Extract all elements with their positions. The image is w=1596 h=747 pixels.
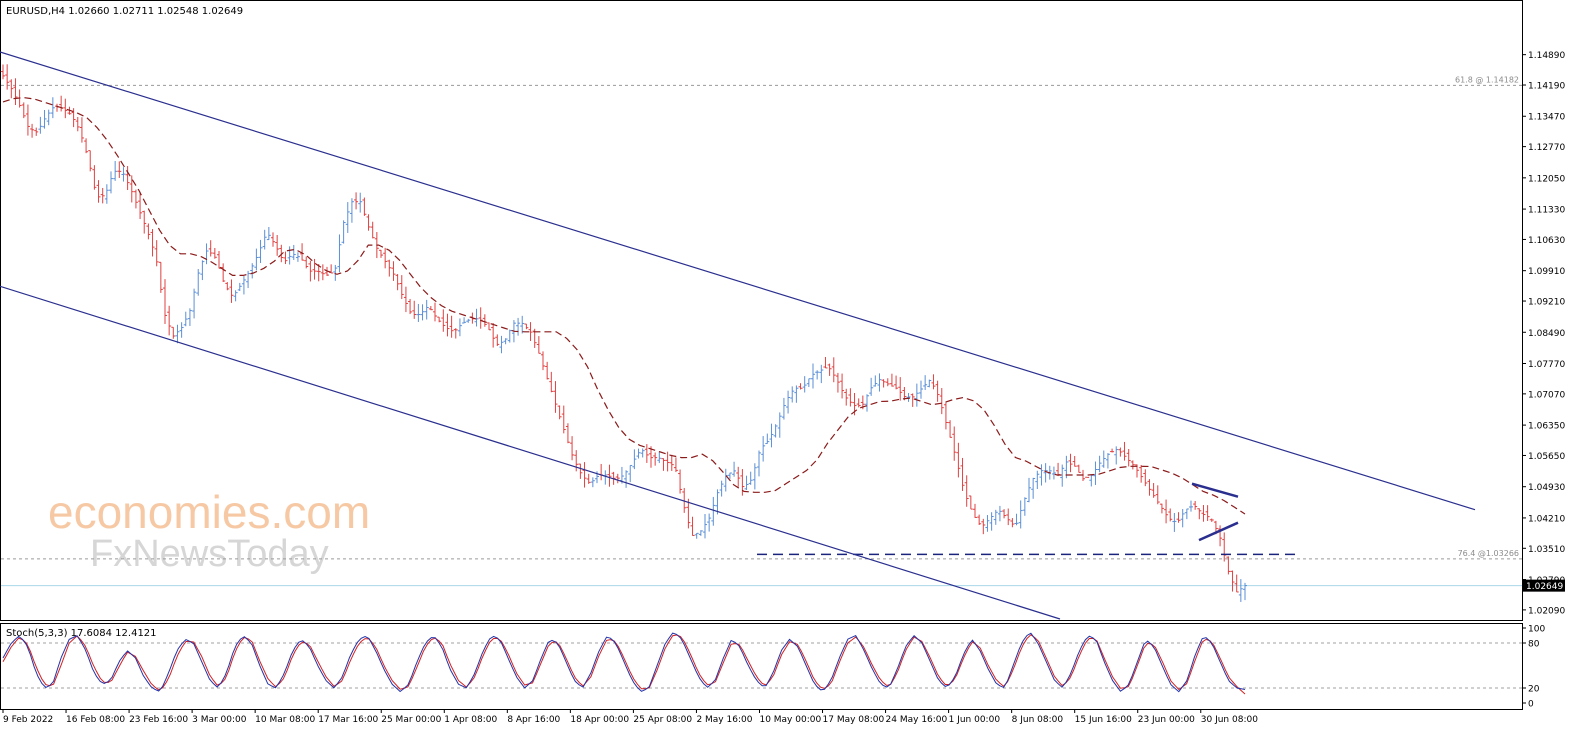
time-tick-label: 3 Mar 00:00: [192, 715, 247, 725]
channel-upper-line: [0, 51, 1476, 511]
price-tick-label: 1.09910: [1528, 267, 1565, 277]
time-tick-label: 8 Jun 08:00: [1012, 715, 1064, 725]
price-tick-label: 1.08490: [1528, 329, 1565, 339]
time-tick-label: 17 Mar 16:00: [318, 715, 378, 725]
price-tick-label: 1.12050: [1528, 174, 1565, 184]
time-tick-label: 24 May 16:00: [886, 715, 948, 725]
price-tick-label: 1.02090: [1528, 606, 1565, 616]
time-tick-label: 10 Mar 08:00: [255, 715, 315, 725]
stoch-title: Stoch(5,3,3) 17.6084 12.4121: [6, 628, 157, 639]
time-tick-label: 25 Apr 08:00: [633, 715, 692, 725]
price-tick-label: 1.13470: [1528, 113, 1565, 123]
price-tick-label: 1.03510: [1528, 545, 1565, 555]
moving-average-line: [2, 96, 1246, 515]
time-tick-label: 16 Feb 08:00: [66, 715, 125, 725]
price-tick-label: 1.09210: [1528, 298, 1565, 308]
time-tick-label: 17 May 08:00: [823, 715, 885, 725]
stoch-tick-label: 20: [1528, 685, 1540, 695]
time-tick-label: 9 Feb 2022: [3, 715, 53, 725]
fib-level-label: 61.8 @ 1.14182: [1455, 75, 1519, 84]
time-tick-label: 23 Feb 16:00: [129, 715, 188, 725]
stoch-tick-label: 0: [1528, 700, 1534, 710]
trend-lines: [0, 51, 1476, 620]
symbol-info: EURUSD,H4 1.02660 1.02711 1.02548 1.0264…: [6, 6, 243, 17]
grid-lines: 61.8 @ 1.14182 76.4 @1.03266: [1, 75, 1522, 587]
stoch-tick-label: 100: [1528, 625, 1545, 635]
time-tick-label: 23 Jun 00:00: [1138, 715, 1195, 725]
current-price-label: 1.02649: [1526, 582, 1563, 592]
price-tick-label: 1.04210: [1528, 514, 1565, 524]
watermark-line1: economies.com: [48, 486, 370, 538]
wedge-upper-line: [1191, 482, 1239, 498]
price-tick-label: 1.14190: [1528, 82, 1565, 92]
price-tick-label: 1.10630: [1528, 236, 1565, 246]
price-tick-label: 1.05650: [1528, 452, 1565, 462]
stoch-tick-label: 80: [1528, 640, 1540, 650]
stoch-signal-line: [2, 634, 1246, 695]
price-tick-label: 1.06350: [1528, 422, 1565, 432]
time-tick-label: 1 Jun 00:00: [949, 715, 1001, 725]
price-tick-label: 1.04930: [1528, 483, 1565, 493]
price-tick-label: 1.12770: [1528, 143, 1565, 153]
main-plot-frame: [0, 0, 1523, 621]
time-axis: 9 Feb 2022 16 Feb 08:00 23 Feb 16:00 3 Mar …: [2, 709, 1258, 725]
stoch-plot-frame: [0, 623, 1523, 710]
time-tick-label: 15 Jun 16:00: [1075, 715, 1132, 725]
time-tick-label: 8 Apr 16:00: [507, 715, 560, 725]
time-tick-label: 1 Apr 08:00: [444, 715, 497, 725]
fib-level-label: 76.4 @1.03266: [1458, 549, 1519, 558]
watermark-line2: FxNewsToday: [90, 533, 329, 575]
time-tick-label: 2 May 16:00: [696, 715, 752, 725]
price-tick-label: 1.11330: [1528, 206, 1565, 216]
stochastic-panel: 100 80 20 0: [1, 625, 1545, 710]
time-tick-label: 30 Jun 08:00: [1201, 715, 1258, 725]
wedge-lower-line: [1198, 521, 1239, 542]
time-tick-label: 10 May 00:00: [759, 715, 821, 725]
stoch-main-line: [2, 632, 1246, 693]
channel-lower-line: [0, 285, 1061, 620]
watermark: economies.com FxNewsToday: [48, 486, 370, 575]
price-tick-label: 1.07770: [1528, 360, 1565, 370]
price-axis: 1.14890 1.14190 1.13470 1.12770 1.12050 1.113…: [1522, 51, 1565, 616]
price-tick-label: 1.14890: [1528, 51, 1565, 61]
time-tick-label: 25 Mar 00:00: [381, 715, 441, 725]
time-tick-label: 18 Apr 00:00: [570, 715, 629, 725]
current-price-box: [1523, 579, 1565, 592]
price-tick-label: 1.07070: [1528, 390, 1565, 400]
